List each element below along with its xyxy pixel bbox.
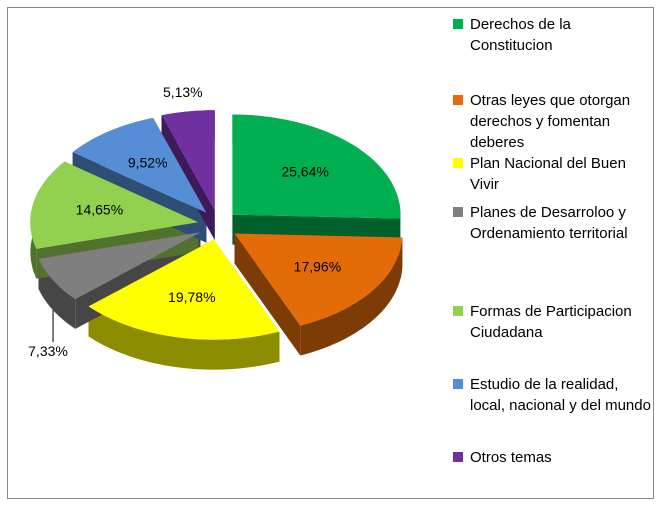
slice (88, 239, 280, 340)
legend-swatch (453, 379, 463, 389)
slice (234, 233, 403, 326)
data-label: 25,64% (281, 164, 328, 180)
legend-entry: Otras leyes que otorgan derechos y fomen… (453, 90, 653, 153)
legend-label: Plan Nacional del Buen Vivir (470, 155, 626, 193)
data-label: 17,96% (294, 258, 341, 274)
legend-swatch (453, 158, 463, 168)
slice (38, 232, 201, 299)
data-label: 19,78% (168, 289, 215, 305)
legend-label: Otras leyes que otorgan derechos y fomen… (470, 92, 631, 151)
legend-label: Otros temas (470, 449, 552, 466)
slice-side (300, 237, 403, 356)
data-label: 9,52% (128, 155, 168, 171)
legend-entry: Derechos de la Constitucion (453, 14, 653, 56)
slice (232, 114, 401, 219)
legend-entry: Plan Nacional del Buen Vivir (453, 153, 653, 195)
legend-label: Planes de Desarroloo y Ordenamiento terr… (470, 204, 628, 242)
legend-label: Formas de Participacion Ciudadana (470, 303, 632, 341)
slice (72, 118, 207, 213)
data-label: 14,65% (76, 202, 123, 218)
legend-entry: Formas de Participacion Ciudadana (453, 301, 653, 343)
data-label: 5,13% (163, 84, 203, 100)
legend-label: Estudio de la realidad, local, nacional … (470, 376, 651, 414)
legend-swatch (453, 207, 463, 217)
legend-swatch (453, 19, 463, 29)
slice (161, 110, 215, 211)
legend-swatch (453, 452, 463, 462)
chart-frame (7, 7, 654, 499)
legend-entry: Otros temas (453, 447, 653, 468)
legend-entry: Estudio de la realidad, local, nacional … (453, 374, 653, 416)
slice-wall (234, 233, 301, 356)
slice (30, 161, 199, 249)
legend-swatch (453, 306, 463, 316)
legend-entry: Planes de Desarroloo y Ordenamiento terr… (453, 202, 653, 244)
legend-swatch (453, 95, 463, 105)
data-label: 7,33% (28, 343, 68, 359)
legend-label: Derechos de la Constitucion (470, 16, 571, 54)
slice-side (88, 306, 280, 370)
